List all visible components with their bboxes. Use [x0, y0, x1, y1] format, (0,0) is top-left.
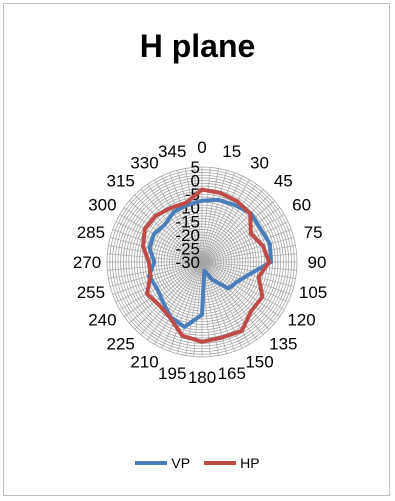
grid-spoke — [201, 261, 257, 341]
radial-tick-label: -25 — [175, 239, 200, 258]
angle-label: 225 — [106, 334, 134, 353]
angle-label: 330 — [130, 153, 158, 172]
radial-tick-label: -30 — [175, 253, 200, 272]
grid-spoke — [201, 170, 227, 263]
legend-label-hp: HP — [240, 455, 260, 471]
angle-label: 15 — [222, 142, 241, 161]
grid-spoke — [108, 261, 203, 279]
angle-label: 300 — [88, 196, 116, 215]
grid-spoke — [201, 261, 264, 335]
grid-spoke — [129, 200, 203, 263]
grid-spoke — [201, 237, 294, 263]
angle-label: 90 — [308, 253, 327, 272]
series-line-vp — [147, 197, 273, 330]
angle-label: 105 — [299, 283, 327, 302]
angle-label: 120 — [287, 311, 315, 330]
grid-spoke — [140, 261, 203, 335]
grid-spoke — [154, 179, 203, 263]
radial-tick-label: -15 — [175, 212, 200, 231]
grid-spoke — [201, 261, 270, 330]
grid-spoke — [185, 261, 203, 356]
angle-label: 270 — [73, 253, 101, 272]
grid-spoke — [140, 189, 203, 263]
angle-label: 30 — [250, 153, 269, 172]
grid-spoke — [201, 261, 285, 310]
angle-label: 135 — [269, 334, 297, 353]
radial-tick-label: 5 — [191, 158, 200, 177]
grid-spoke — [134, 261, 203, 330]
grid-spoke — [201, 261, 289, 303]
grid-spoke — [169, 261, 203, 352]
grid-spoke — [201, 229, 292, 263]
grid-spoke — [193, 167, 203, 263]
grid-spoke — [201, 168, 219, 263]
grid-spoke — [161, 175, 203, 263]
legend-item-hp: HP — [204, 455, 260, 471]
grid-spoke — [201, 261, 297, 271]
grid-spoke — [177, 170, 203, 263]
grid-spoke — [161, 261, 203, 349]
angle-label: 75 — [304, 223, 323, 242]
grid-spoke — [108, 245, 203, 263]
angle-label: 315 — [106, 172, 134, 191]
grid-spoke — [201, 261, 275, 324]
grid-spoke — [201, 183, 257, 263]
legend-swatch-hp — [204, 461, 237, 465]
grid-spoke — [123, 261, 203, 317]
grid-spoke — [201, 200, 275, 263]
grid-spoke — [201, 194, 270, 263]
grid-spoke — [201, 172, 235, 263]
grid-spoke — [185, 168, 203, 263]
angle-label: 210 — [130, 353, 158, 372]
grid-spoke — [112, 229, 203, 263]
grid-spoke — [110, 237, 203, 263]
legend: VP HP — [0, 455, 395, 471]
grid-spoke — [201, 189, 264, 263]
grid-spoke — [201, 207, 281, 263]
grid-spoke — [110, 261, 203, 287]
angle-label: 0 — [197, 138, 206, 157]
grid-spoke — [201, 245, 296, 263]
grid-spoke — [134, 194, 203, 263]
legend-label-vp: VP — [171, 455, 191, 471]
grid-spoke — [154, 261, 203, 345]
grid-spoke — [201, 214, 285, 263]
grid-spoke — [201, 175, 243, 263]
grid-spoke — [119, 261, 203, 310]
grid-spoke — [201, 179, 250, 263]
grid-spoke — [129, 261, 203, 324]
grid-spoke — [147, 183, 203, 263]
grid-spoke — [123, 207, 203, 263]
grid-spoke — [201, 167, 211, 263]
angle-label: 240 — [88, 311, 116, 330]
angle-label: 285 — [77, 223, 105, 242]
legend-swatch-vp — [135, 461, 168, 465]
grid-spoke — [115, 261, 203, 303]
legend-item-vp: VP — [135, 455, 190, 471]
grid-spoke — [119, 214, 203, 263]
chart-title: H plane — [139, 28, 256, 64]
grid-spoke — [201, 261, 296, 279]
grid-spoke — [169, 172, 203, 263]
radial-tick-label: -20 — [175, 226, 200, 245]
angle-label: 45 — [274, 172, 293, 191]
angle-label: 180 — [188, 368, 216, 387]
grid-spoke — [177, 261, 203, 354]
angle-label: 255 — [77, 283, 105, 302]
series-line-hp — [141, 187, 272, 344]
grid-spoke — [201, 221, 289, 263]
grid-spoke — [112, 261, 203, 295]
grid-spoke — [201, 261, 281, 317]
angle-label: 195 — [158, 364, 186, 383]
angle-label: 60 — [292, 196, 311, 215]
angle-label: 345 — [158, 142, 186, 161]
angle-label: 165 — [218, 364, 246, 383]
grid-spoke — [201, 253, 297, 263]
grid-spoke — [115, 221, 203, 263]
grid-spoke — [147, 261, 203, 341]
angle-label: 150 — [245, 353, 273, 372]
radial-tick-label: 0 — [191, 172, 200, 191]
